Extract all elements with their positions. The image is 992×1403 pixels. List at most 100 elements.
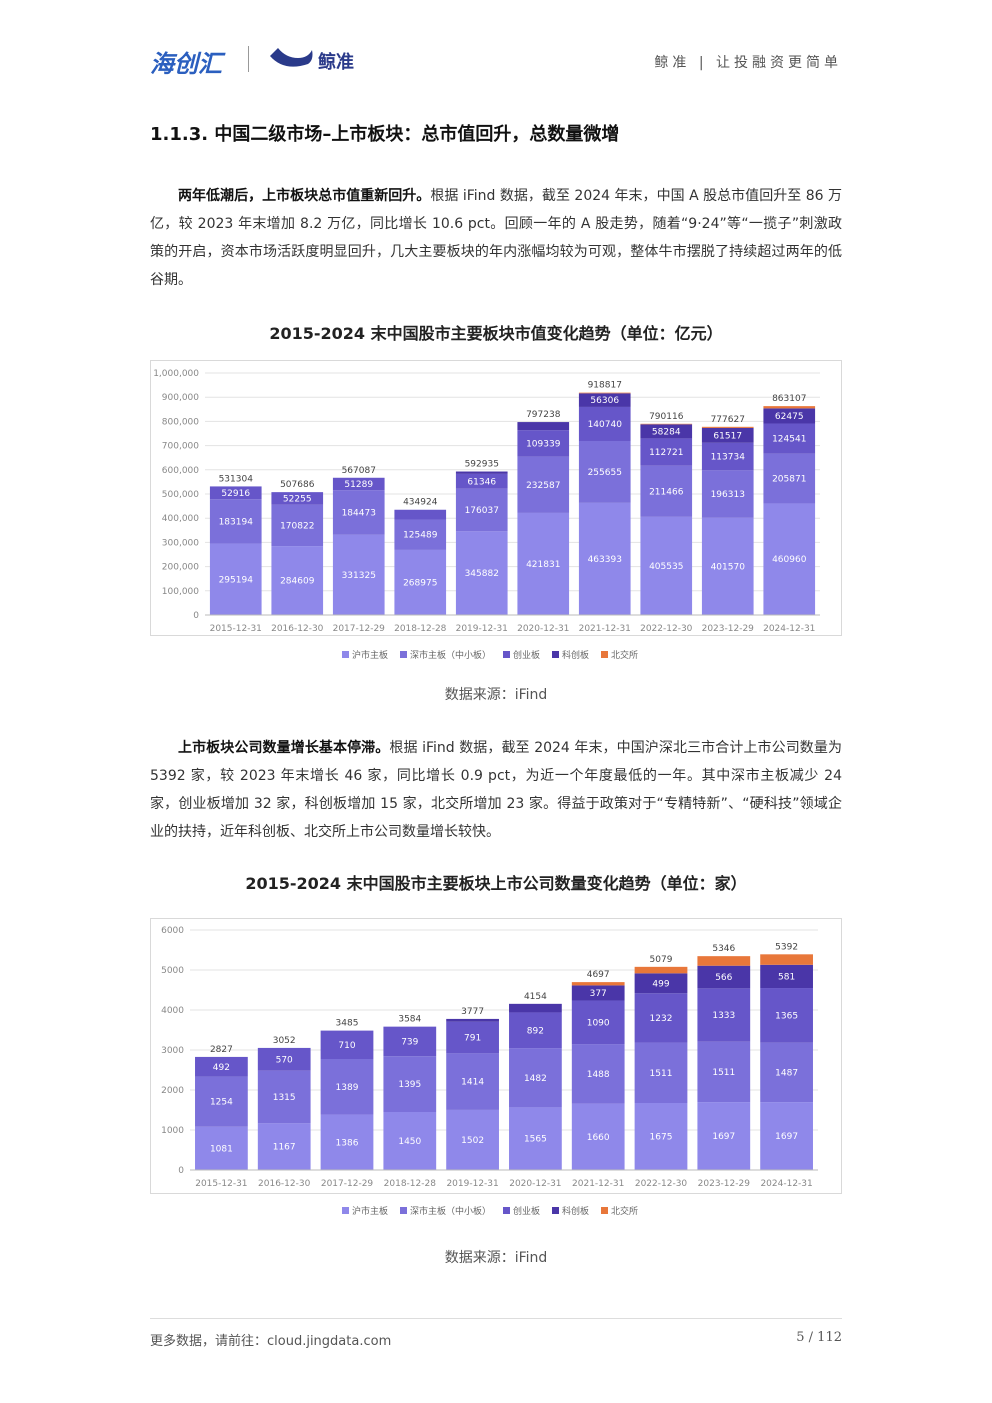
lead: 两年低潮后，上市板块总市值重新回升。 <box>178 188 431 204</box>
data-label: 1333 <box>712 1011 735 1021</box>
data-label: 196313 <box>711 490 745 500</box>
legend-label: 北交所 <box>611 1205 638 1217</box>
bar-segment <box>517 456 570 513</box>
bar-segment <box>332 490 385 535</box>
total-label: 777627 <box>711 415 745 425</box>
data-label: 1565 <box>524 1135 547 1145</box>
total-label: 5392 <box>775 942 798 952</box>
text: 根据 iFind 数据，截至 2024 年末，中国沪深北三市合计上市公司数量为 … <box>150 740 842 840</box>
data-label: 739 <box>401 1037 418 1047</box>
separator <box>248 46 249 72</box>
bar-segment <box>763 406 816 409</box>
data-label: 1502 <box>461 1136 484 1146</box>
bar-segment <box>209 499 262 544</box>
data-label: 295194 <box>219 575 254 585</box>
y-tick-label: 1,000,000 <box>153 369 199 379</box>
bar-segment <box>209 486 262 500</box>
chart: 0 1000 2000 3000 4000 5000 6000 1081 1254 492 2827… <box>150 918 842 1217</box>
data-label: 1315 <box>273 1093 296 1103</box>
bar-segment <box>394 509 447 520</box>
bar-segment <box>763 423 816 454</box>
data-label: 570 <box>276 1055 293 1065</box>
legend-label: 创业板 <box>513 1205 540 1217</box>
data-label: 183194 <box>219 517 254 527</box>
legend-label: 沪市主板 <box>352 1205 388 1217</box>
bar-segment <box>446 1018 499 1022</box>
y-tick-label: 5000 <box>161 966 184 976</box>
data-label: 284609 <box>280 577 315 587</box>
legend-swatch <box>503 651 510 658</box>
data-label: 62475 <box>775 412 804 422</box>
data-label: 492 <box>213 1063 230 1073</box>
bar-segment <box>760 1042 813 1103</box>
total-label: 3052 <box>273 1036 296 1046</box>
data-label: 499 <box>652 979 669 989</box>
bar-segment <box>455 488 508 532</box>
chart-title: 2015-2024 末中国股市主要板块上市公司数量变化趋势（单位：家） <box>245 874 747 893</box>
data-label: 211466 <box>649 487 684 497</box>
bar-segment <box>383 1026 437 1057</box>
total-label: 3584 <box>398 1015 421 1025</box>
data-label: 1167 <box>273 1143 296 1153</box>
whale-icon <box>270 48 313 67</box>
legend-swatch <box>342 1207 349 1214</box>
legend-label: 北交所 <box>611 649 638 661</box>
bar-segment <box>763 408 816 424</box>
bar-segment <box>634 1042 688 1103</box>
data-label: 61517 <box>713 431 742 441</box>
total-label: 3777 <box>461 1007 484 1017</box>
legend-label: 创业板 <box>513 649 540 661</box>
bar-segment <box>634 966 688 974</box>
data-label: 566 <box>715 973 732 983</box>
x-tick-label: 2018-12-28 <box>384 1179 437 1189</box>
x-tick-label: 2016-12-30 <box>258 1179 311 1189</box>
legend-label: 深市主板（中小板） <box>410 1205 491 1217</box>
data-label: 1675 <box>650 1133 673 1143</box>
data-label: 892 <box>527 1026 544 1036</box>
data-label: 710 <box>338 1041 355 1051</box>
data-label: 1697 <box>775 1132 798 1142</box>
bar-segment <box>271 504 324 547</box>
data-label: 113734 <box>711 453 746 463</box>
data-label: 268975 <box>403 578 437 588</box>
bar-segment <box>697 988 751 1042</box>
legend-swatch <box>400 651 407 658</box>
data-label: 1389 <box>336 1083 359 1093</box>
data-label: 460960 <box>772 555 807 565</box>
y-tick-label: 2000 <box>161 1086 184 1096</box>
source: 数据来源：iFind <box>444 687 548 703</box>
bar-segment <box>332 477 385 491</box>
bar-segment <box>394 549 447 615</box>
y-tick-label: 200,000 <box>162 563 199 573</box>
y-tick-label: 100,000 <box>162 587 199 597</box>
bar-segment <box>455 473 508 489</box>
bar-segment <box>634 993 688 1043</box>
total-label: 592935 <box>465 460 499 470</box>
data-label: 1511 <box>712 1068 735 1078</box>
data-label: 109339 <box>526 439 561 449</box>
brand: 鲸准 <box>318 52 354 73</box>
bar-segment <box>701 442 754 471</box>
chart-title: 2015-2024 末中国股市主要板块市值变化趋势（单位：亿元） <box>269 324 723 343</box>
bar-segment <box>571 985 625 1001</box>
data-label: 205871 <box>772 475 806 485</box>
bar-segment <box>517 430 570 457</box>
total-label: 507686 <box>280 480 315 490</box>
chart: 0 100,000 200,000 300,000 400,000 500,000 600,… <box>150 360 842 661</box>
footer-rule <box>150 1318 842 1319</box>
y-tick-label: 600,000 <box>162 466 199 476</box>
data-label: 1488 <box>587 1070 610 1080</box>
data-label: 345882 <box>465 569 499 579</box>
legend-swatch <box>342 651 349 658</box>
bar-segment <box>257 1047 311 1071</box>
data-label: 421831 <box>526 560 560 570</box>
data-label: 1450 <box>398 1137 421 1147</box>
x-tick-label: 2017-12-29 <box>321 1179 374 1189</box>
legend-label: 科创板 <box>562 1205 589 1217</box>
total-label: 567087 <box>342 466 376 476</box>
bar-segment <box>763 453 816 504</box>
bar-segment <box>640 465 693 517</box>
bar-segment <box>509 1107 562 1170</box>
bar-segment <box>517 422 570 431</box>
